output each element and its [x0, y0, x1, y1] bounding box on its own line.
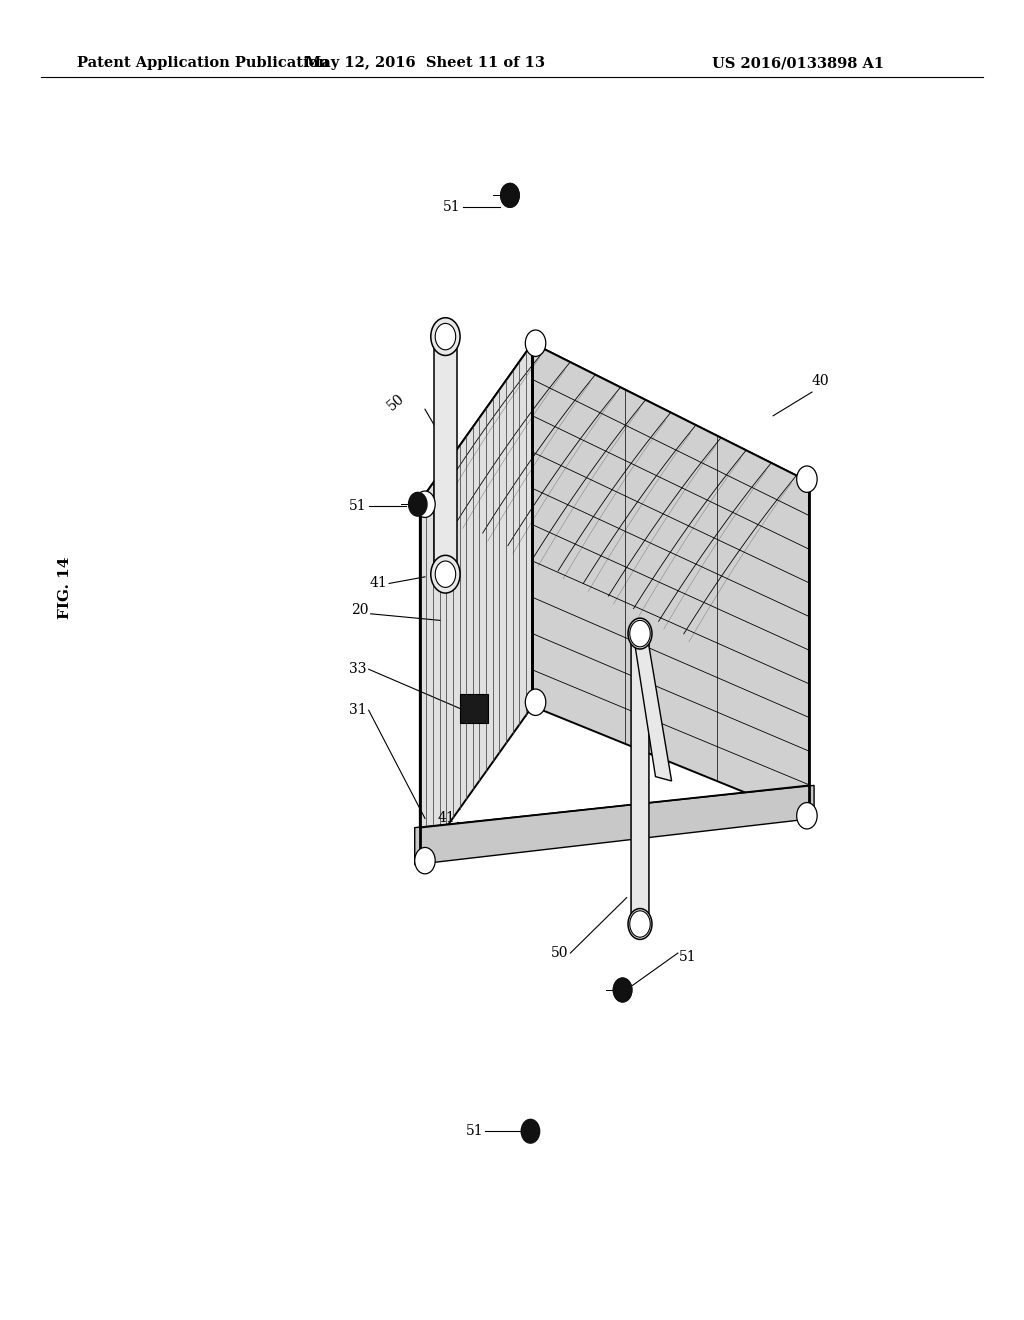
Circle shape — [628, 908, 652, 940]
Circle shape — [525, 689, 546, 715]
Circle shape — [521, 1119, 540, 1143]
Polygon shape — [633, 632, 672, 781]
Polygon shape — [532, 343, 809, 818]
Polygon shape — [631, 631, 649, 927]
Circle shape — [409, 492, 427, 516]
Circle shape — [630, 911, 650, 937]
Text: 31: 31 — [349, 704, 367, 717]
Polygon shape — [420, 343, 532, 865]
Text: Patent Application Publication: Patent Application Publication — [77, 57, 329, 70]
Polygon shape — [415, 785, 814, 865]
Text: 40: 40 — [812, 374, 829, 388]
Circle shape — [415, 491, 435, 517]
Circle shape — [613, 978, 632, 1002]
Circle shape — [797, 466, 817, 492]
FancyBboxPatch shape — [460, 694, 488, 723]
Text: 41: 41 — [438, 812, 456, 825]
Text: 50: 50 — [551, 946, 568, 960]
Circle shape — [435, 561, 456, 587]
Polygon shape — [434, 337, 457, 574]
Circle shape — [435, 323, 456, 350]
Polygon shape — [420, 343, 809, 640]
Circle shape — [501, 183, 519, 207]
Circle shape — [613, 978, 632, 1002]
Text: 51: 51 — [679, 950, 696, 964]
Text: 51: 51 — [349, 499, 367, 512]
Text: 33: 33 — [349, 663, 367, 676]
Text: 51: 51 — [466, 1125, 483, 1138]
Circle shape — [797, 803, 817, 829]
Text: FIG. 14: FIG. 14 — [57, 556, 72, 619]
Text: May 12, 2016  Sheet 11 of 13: May 12, 2016 Sheet 11 of 13 — [305, 57, 545, 70]
Text: 20: 20 — [351, 603, 369, 616]
Circle shape — [501, 183, 519, 207]
Circle shape — [431, 318, 460, 355]
Text: 51: 51 — [443, 201, 461, 214]
Circle shape — [630, 620, 650, 647]
Text: 50: 50 — [385, 392, 408, 413]
Circle shape — [525, 330, 546, 356]
Circle shape — [628, 618, 652, 649]
Circle shape — [415, 847, 435, 874]
Text: US 2016/0133898 A1: US 2016/0133898 A1 — [712, 57, 884, 70]
Text: 41: 41 — [370, 577, 387, 590]
Circle shape — [431, 556, 460, 593]
